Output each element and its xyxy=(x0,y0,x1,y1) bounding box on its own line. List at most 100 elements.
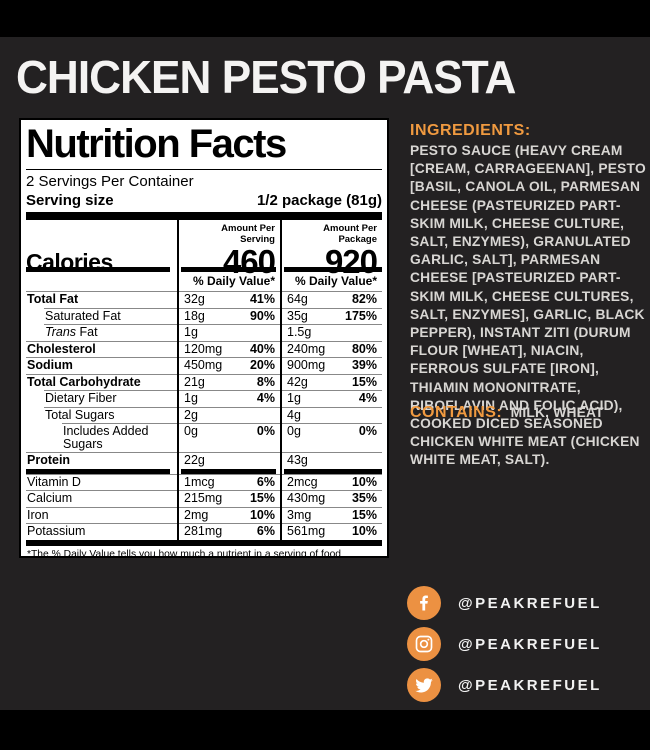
contains-section: CONTAINS: MILK, WHEAT xyxy=(410,404,646,422)
dv-per-package: 39% xyxy=(351,358,377,372)
nutrient-name: Trans Fat xyxy=(44,324,177,341)
calories-per-package-value: 920 xyxy=(324,243,378,280)
daily-value-header-row: % Daily Value* % Daily Value* xyxy=(26,272,382,291)
amount-per-serving: 1g xyxy=(184,325,198,339)
nutrient-row: Potassium 281mg 6% 561mg 10% xyxy=(26,523,382,540)
amount-per-package: 4g xyxy=(287,407,301,422)
calories-per-package: Amount Per Package 920 xyxy=(280,220,382,279)
facebook-handle: @PEAKREFUEL xyxy=(458,594,602,612)
nutrient-row: Trans Fat 1g 1.5g xyxy=(26,324,382,341)
servings-per-container: 2 Servings Per Container xyxy=(26,173,194,190)
dv-header-package: % Daily Value* xyxy=(294,274,377,288)
dv-per-package: 35% xyxy=(351,491,377,505)
amount-per-serving: 1g xyxy=(184,391,198,405)
nutrient-row: Total Fat 32g 41% 64g 82% xyxy=(26,291,382,308)
dv-per-package: 15% xyxy=(351,507,377,522)
amount-per-serving: 2mg xyxy=(184,507,209,522)
dv-per-serving: 10% xyxy=(249,507,275,522)
per-package-cell: 1g 4% xyxy=(280,390,382,407)
per-package-cell: 2mcg 10% xyxy=(280,473,382,491)
nutrient-row: Vitamin D 1mcg 6% 2mcg 10% xyxy=(26,473,382,491)
per-serving-cell: 22g xyxy=(177,452,280,469)
column-divider xyxy=(280,220,282,540)
dv-per-package: 4% xyxy=(358,391,377,405)
divider xyxy=(26,169,382,170)
per-serving-cell: 2mg 10% xyxy=(177,506,280,524)
per-package-cell: 42g 15% xyxy=(280,373,382,391)
dv-header-serving: % Daily Value* xyxy=(192,274,275,288)
nutrient-name: Iron xyxy=(26,506,177,524)
amount-per-package: 64g xyxy=(287,292,308,306)
nutrient-row: Dietary Fiber 1g 4% 1g 4% xyxy=(26,390,382,407)
serving-size-label: Serving size xyxy=(26,192,114,209)
per-serving-cell: 120mg 40% xyxy=(177,340,280,358)
nutrient-row: Total Carbohydrate 21g 8% 42g 15% xyxy=(26,373,382,391)
vitamin-rows: Vitamin D 1mcg 6% 2mcg 10% Calcium 215mg 15% 430… xyxy=(26,473,382,540)
instagram-icon xyxy=(407,627,441,661)
nutrient-name-italic: Trans xyxy=(45,325,77,339)
per-package-cell: 430mg 35% xyxy=(280,490,382,507)
nutrient-row: Iron 2mg 10% 3mg 15% xyxy=(26,506,382,524)
amount-per-package: 1g xyxy=(287,391,301,405)
amount-per-serving: 21g xyxy=(184,374,205,389)
amount-per-package: 561mg xyxy=(287,524,326,538)
per-package-cell: 4g xyxy=(280,406,382,424)
amount-per-serving-header: Amount Per Serving xyxy=(221,223,275,245)
dv-per-package: 0% xyxy=(358,424,377,438)
nutrient-name: Dietary Fiber xyxy=(44,390,177,407)
amount-per-package: 42g xyxy=(287,374,308,389)
dv-per-serving: 20% xyxy=(249,358,275,372)
nutrient-name: Total Sugars xyxy=(44,406,177,424)
nutrient-row: Cholesterol 120mg 40% 240mg 80% xyxy=(26,340,382,358)
amount-per-serving: 281mg xyxy=(184,524,223,538)
serving-size-row: Serving size 1/2 package (81g) xyxy=(26,191,382,212)
dv-per-serving: 41% xyxy=(249,292,275,306)
nutrient-name: Total Fat xyxy=(26,291,177,308)
instagram-handle: @PEAKREFUEL xyxy=(458,635,602,653)
ingredients-section: INGREDIENTS: PESTO SAUCE (HEAVY CREAM [C… xyxy=(410,122,646,470)
page-title: CHICKEN PESTO PASTA xyxy=(16,51,516,103)
dv-per-package: 15% xyxy=(351,374,377,389)
nutrient-row: Saturated Fat 18g 90% 35g 175% xyxy=(26,307,382,325)
social-row-twitter: @PEAKREFUEL xyxy=(407,668,602,702)
nutrient-row: Sodium 450mg 20% 900mg 39% xyxy=(26,357,382,374)
per-package-cell: 1.5g xyxy=(280,324,382,341)
per-serving-cell: 21g 8% xyxy=(177,373,280,391)
nutrient-row: Protein 22g 43g xyxy=(26,452,382,469)
nutrition-table: Calories Amount Per Serving 460 Amount P… xyxy=(26,220,382,540)
dv-per-serving: 0% xyxy=(256,424,275,438)
per-package-cell: 561mg 10% xyxy=(280,523,382,540)
amount-per-package: 0g xyxy=(287,424,301,438)
amount-per-serving: 1mcg xyxy=(184,474,215,489)
nutrient-name: Protein xyxy=(26,452,177,469)
nutrient-row: Total Sugars 2g 4g xyxy=(26,406,382,424)
ingredients-heading: INGREDIENTS: xyxy=(410,122,531,139)
per-serving-cell: 215mg 15% xyxy=(177,490,280,507)
nutrient-name: Calcium xyxy=(26,490,177,507)
calories-per-serving-value: 460 xyxy=(222,243,276,280)
bottom-black-strip xyxy=(0,710,650,750)
amount-per-package: 43g xyxy=(287,453,308,467)
per-package-cell: 64g 82% xyxy=(280,291,382,308)
facebook-icon xyxy=(407,586,441,620)
per-serving-cell: 2g xyxy=(177,406,280,424)
twitter-icon xyxy=(407,668,441,702)
nutrition-facts-panel: Nutrition Facts 2 Servings Per Container… xyxy=(19,118,389,558)
nutrient-name: Vitamin D xyxy=(26,473,177,491)
calories-per-serving: Amount Per Serving 460 xyxy=(177,220,280,279)
dv-per-package: 10% xyxy=(351,524,377,538)
nutrient-name: Cholesterol xyxy=(26,340,177,358)
dv-per-serving: 40% xyxy=(249,341,275,356)
per-package-cell: 900mg 39% xyxy=(280,357,382,374)
per-package-cell: 3mg 15% xyxy=(280,506,382,524)
nutrient-row: Calcium 215mg 15% 430mg 35% xyxy=(26,490,382,507)
calories-row: Calories Amount Per Serving 460 Amount P… xyxy=(26,220,382,279)
serving-size-value: 1/2 package (81g) xyxy=(256,192,382,209)
amount-per-serving: 18g xyxy=(184,308,205,323)
per-serving-cell: 1g 4% xyxy=(177,390,280,407)
per-serving-cell: 1g xyxy=(177,324,280,341)
per-serving-cell: 281mg 6% xyxy=(177,523,280,540)
amount-per-serving: 450mg xyxy=(184,358,223,372)
dv-per-serving: 6% xyxy=(256,474,275,489)
nutrient-row: Includes Added Sugars 0g 0% 0g 0% xyxy=(26,423,382,452)
